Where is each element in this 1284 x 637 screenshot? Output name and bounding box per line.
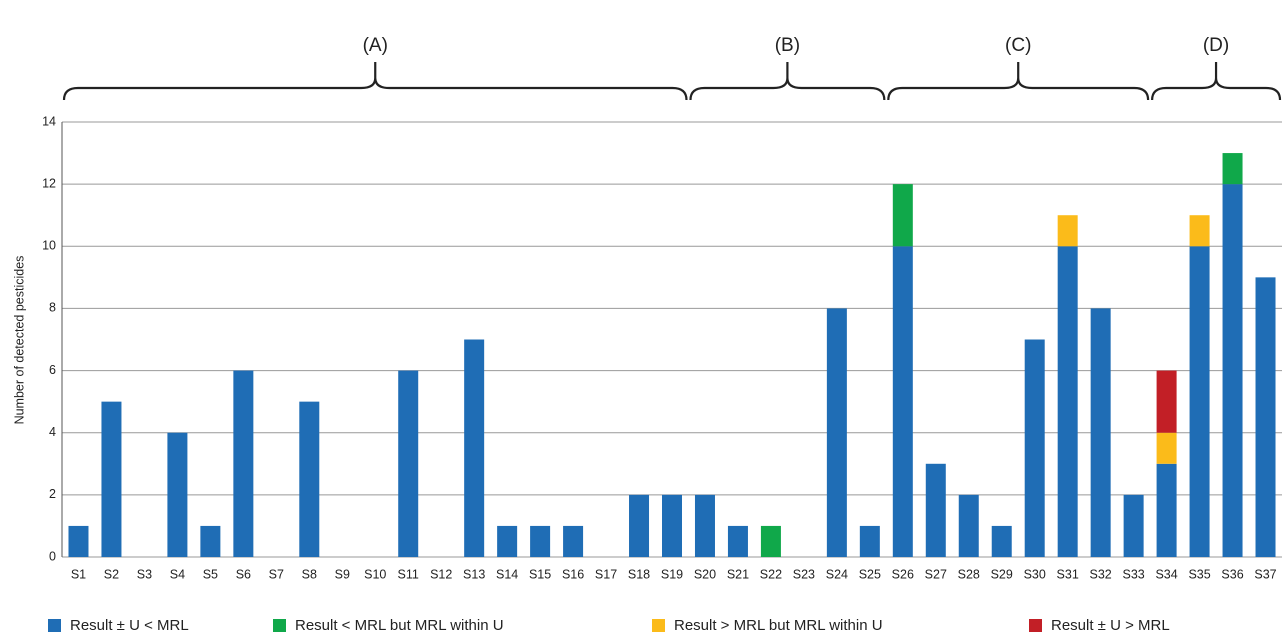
bar: [1222, 153, 1243, 185]
x-tick-label: S30: [1024, 567, 1046, 581]
bar: [1057, 246, 1078, 558]
bar: [497, 525, 518, 557]
bar: [563, 525, 584, 557]
x-tick-label: S12: [430, 567, 452, 581]
y-tick-label: 4: [49, 425, 56, 439]
bar: [1189, 215, 1210, 247]
group-brace: [1151, 62, 1282, 101]
x-tick-label: S19: [661, 567, 683, 581]
x-tick-label: S17: [595, 567, 617, 581]
legend-label: Result ± U < MRL: [70, 617, 189, 634]
x-tick-label: S23: [793, 567, 815, 581]
x-tick-label: S37: [1254, 567, 1276, 581]
bar: [233, 370, 254, 557]
y-tick-label: 12: [42, 176, 56, 190]
bar: [991, 525, 1012, 557]
bar: [398, 370, 419, 557]
x-tick-label: S9: [335, 567, 350, 581]
legend-label: Result ± U > MRL: [1051, 617, 1170, 634]
x-tick-label: S36: [1221, 567, 1243, 581]
group-label: (D): [1203, 35, 1229, 56]
x-tick-label: S1: [71, 567, 86, 581]
bar: [826, 308, 847, 557]
bar: [1057, 215, 1078, 247]
x-tick-label: S25: [859, 567, 881, 581]
bar: [1222, 184, 1243, 557]
x-tick-label: S6: [236, 567, 251, 581]
legend-swatch: [48, 619, 61, 632]
legend-swatch: [652, 619, 665, 632]
x-tick-label: S27: [925, 567, 947, 581]
bar: [694, 494, 715, 557]
legend-label: Result > MRL but MRL within U: [674, 617, 883, 634]
x-tick-label: S8: [302, 567, 317, 581]
bar: [530, 525, 551, 557]
x-tick-label: S7: [269, 567, 284, 581]
x-tick-label: S28: [958, 567, 980, 581]
x-tick-label: S15: [529, 567, 551, 581]
x-tick-label: S35: [1188, 567, 1210, 581]
bar: [1189, 246, 1210, 558]
bar: [892, 184, 913, 247]
bar: [1156, 463, 1177, 557]
x-tick-label: S26: [892, 567, 914, 581]
bar: [299, 401, 320, 557]
x-tick-label: S4: [170, 567, 185, 581]
group-label: (A): [363, 35, 388, 56]
x-tick-label: S29: [991, 567, 1013, 581]
x-tick-label: S10: [364, 567, 386, 581]
bar: [68, 525, 89, 557]
y-tick-label: 2: [49, 487, 56, 501]
legend-swatch: [273, 619, 286, 632]
bar: [892, 246, 913, 558]
bar: [925, 463, 946, 557]
group-label: (B): [775, 35, 800, 56]
bar: [629, 494, 650, 557]
x-tick-label: S3: [137, 567, 152, 581]
legend-label: Result < MRL but MRL within U: [295, 617, 504, 634]
bar: [662, 494, 682, 557]
bar: [1156, 432, 1177, 464]
x-tick-label: S13: [463, 567, 485, 581]
bar: [464, 339, 485, 557]
group-brace: [887, 62, 1150, 101]
y-tick-label: 10: [42, 239, 56, 253]
x-tick-label: S31: [1057, 567, 1079, 581]
y-axis-label: Number of detected pesticides: [12, 256, 26, 425]
bar: [1156, 370, 1177, 433]
x-tick-label: S11: [398, 567, 419, 581]
bar: [1123, 494, 1144, 557]
legend-swatch: [1029, 619, 1042, 632]
x-tick-label: S18: [628, 567, 650, 581]
group-brace: [62, 62, 688, 101]
bar: [760, 525, 781, 557]
x-tick-label: S33: [1122, 567, 1144, 581]
y-tick-label: 14: [42, 114, 56, 128]
bar: [859, 525, 880, 557]
x-tick-label: S2: [104, 567, 119, 581]
bar: [167, 432, 188, 557]
x-tick-label: S21: [727, 567, 749, 581]
x-tick-label: S22: [760, 567, 782, 581]
x-tick-label: S32: [1090, 567, 1112, 581]
x-tick-label: S34: [1155, 567, 1177, 581]
x-tick-label: S16: [562, 567, 584, 581]
bar: [1255, 277, 1276, 557]
x-tick-label: S5: [203, 567, 218, 581]
x-tick-label: S24: [826, 567, 848, 581]
bar: [1090, 308, 1111, 557]
bar: [958, 494, 979, 557]
bar: [101, 401, 122, 557]
x-tick-label: S20: [694, 567, 716, 581]
group-brace: [689, 62, 886, 101]
bar: [1024, 339, 1045, 557]
bar: [727, 525, 748, 557]
group-label: (C): [1005, 35, 1031, 56]
x-tick-label: S14: [496, 567, 518, 581]
bar: [200, 525, 221, 557]
y-tick-label: 6: [49, 363, 56, 377]
y-tick-label: 0: [49, 549, 56, 563]
y-tick-label: 8: [49, 301, 56, 315]
